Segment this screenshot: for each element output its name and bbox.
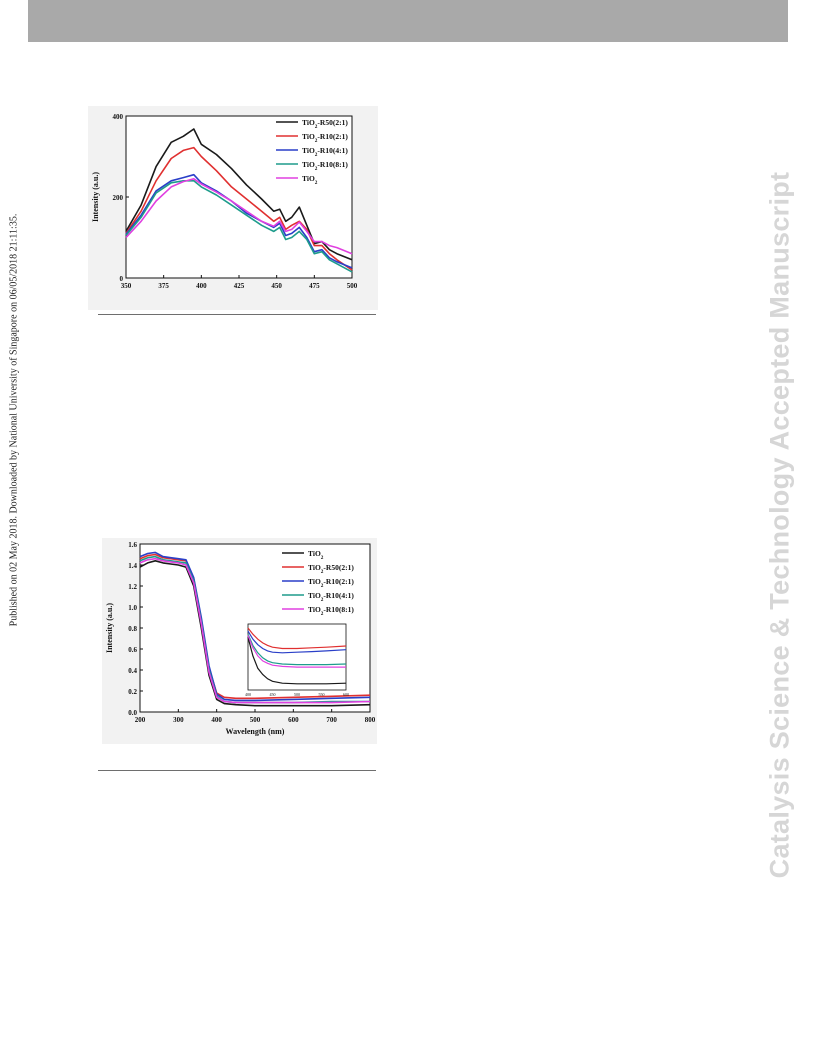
y-tick-label: 0.0 [128,709,137,717]
x-tick-label: 375 [158,282,169,290]
y-axis-label: Intensity (a.u.) [105,603,114,653]
y-tick-label: 0 [120,275,124,283]
y-tick-label: 0.8 [128,625,137,633]
x-tick-label: 200 [135,716,146,724]
uv-vis-figure: 200 300 400 500 600 700 800 0.0 0.2 0.4 0.6 0.8 1.0 1… [102,538,377,744]
x-tick-label: 450 [271,282,282,290]
y-tick-label: 0.2 [128,688,137,696]
x-tick-label: 400 [211,716,222,724]
inset-series-line [247,637,347,685]
y-tick-label: 1.6 [128,541,137,549]
x-tick-label: 600 [288,716,299,724]
x-tick-label: 300 [173,716,184,724]
pl-spectra-chart: 350 375 400 425 450 475 500 0 200 400 Intensity (a… [88,106,378,310]
series-line [139,557,371,704]
inset-x-tick-label: 600 [343,692,349,697]
y-tick-label: 1.4 [128,562,137,570]
y-tick-label: 0.6 [128,646,137,654]
series-line [125,180,353,273]
inset-x-tick-label: 450 [270,692,276,697]
y-tick-label: 200 [113,194,124,202]
y-tick-label: 1.2 [128,583,137,591]
x-axis-label: Wavelength (nm) [226,727,285,736]
x-tick-label: 400 [196,282,207,290]
inset-series-line [247,635,346,668]
y-tick-label: 1.0 [128,604,137,612]
y-axis-label: Intensity (a.u.) [91,172,100,222]
watermark-text: Catalysis Science & Technology Accepted … [764,171,795,879]
uv-vis-chart: 200 300 400 500 600 700 800 0.0 0.2 0.4 0.6 0.8 1.0 1… [102,538,377,744]
series-line [125,128,353,261]
y-tick-label: 400 [113,113,124,121]
inset-x-tick-label: 550 [319,692,325,697]
series-line [125,146,353,271]
x-tick-label: 425 [234,282,245,290]
x-tick-label: 500 [347,282,358,290]
x-tick-label: 475 [309,282,320,290]
inset-series-line [247,633,347,666]
inset-x-tick-label: 400 [245,692,251,697]
inset-series-line [247,630,347,654]
series-line [125,178,353,255]
pl-spectra-figure: 350 375 400 425 450 475 500 0 200 400 Intensity (a… [88,106,378,310]
inset-plot-area [247,623,347,691]
x-tick-label: 350 [121,282,132,290]
figure-divider [98,314,376,315]
inset-x-tick-label: 500 [294,692,300,697]
x-tick-label: 500 [250,716,261,724]
inset-series-line [247,627,347,650]
publication-note-text: Published on 02 May 2018. Downloaded by … [8,213,20,627]
x-tick-label: 700 [326,716,337,724]
figure-divider [98,770,376,771]
journal-header-bar [28,0,788,42]
y-tick-label: 0.4 [128,667,137,675]
x-tick-label: 800 [365,716,376,724]
